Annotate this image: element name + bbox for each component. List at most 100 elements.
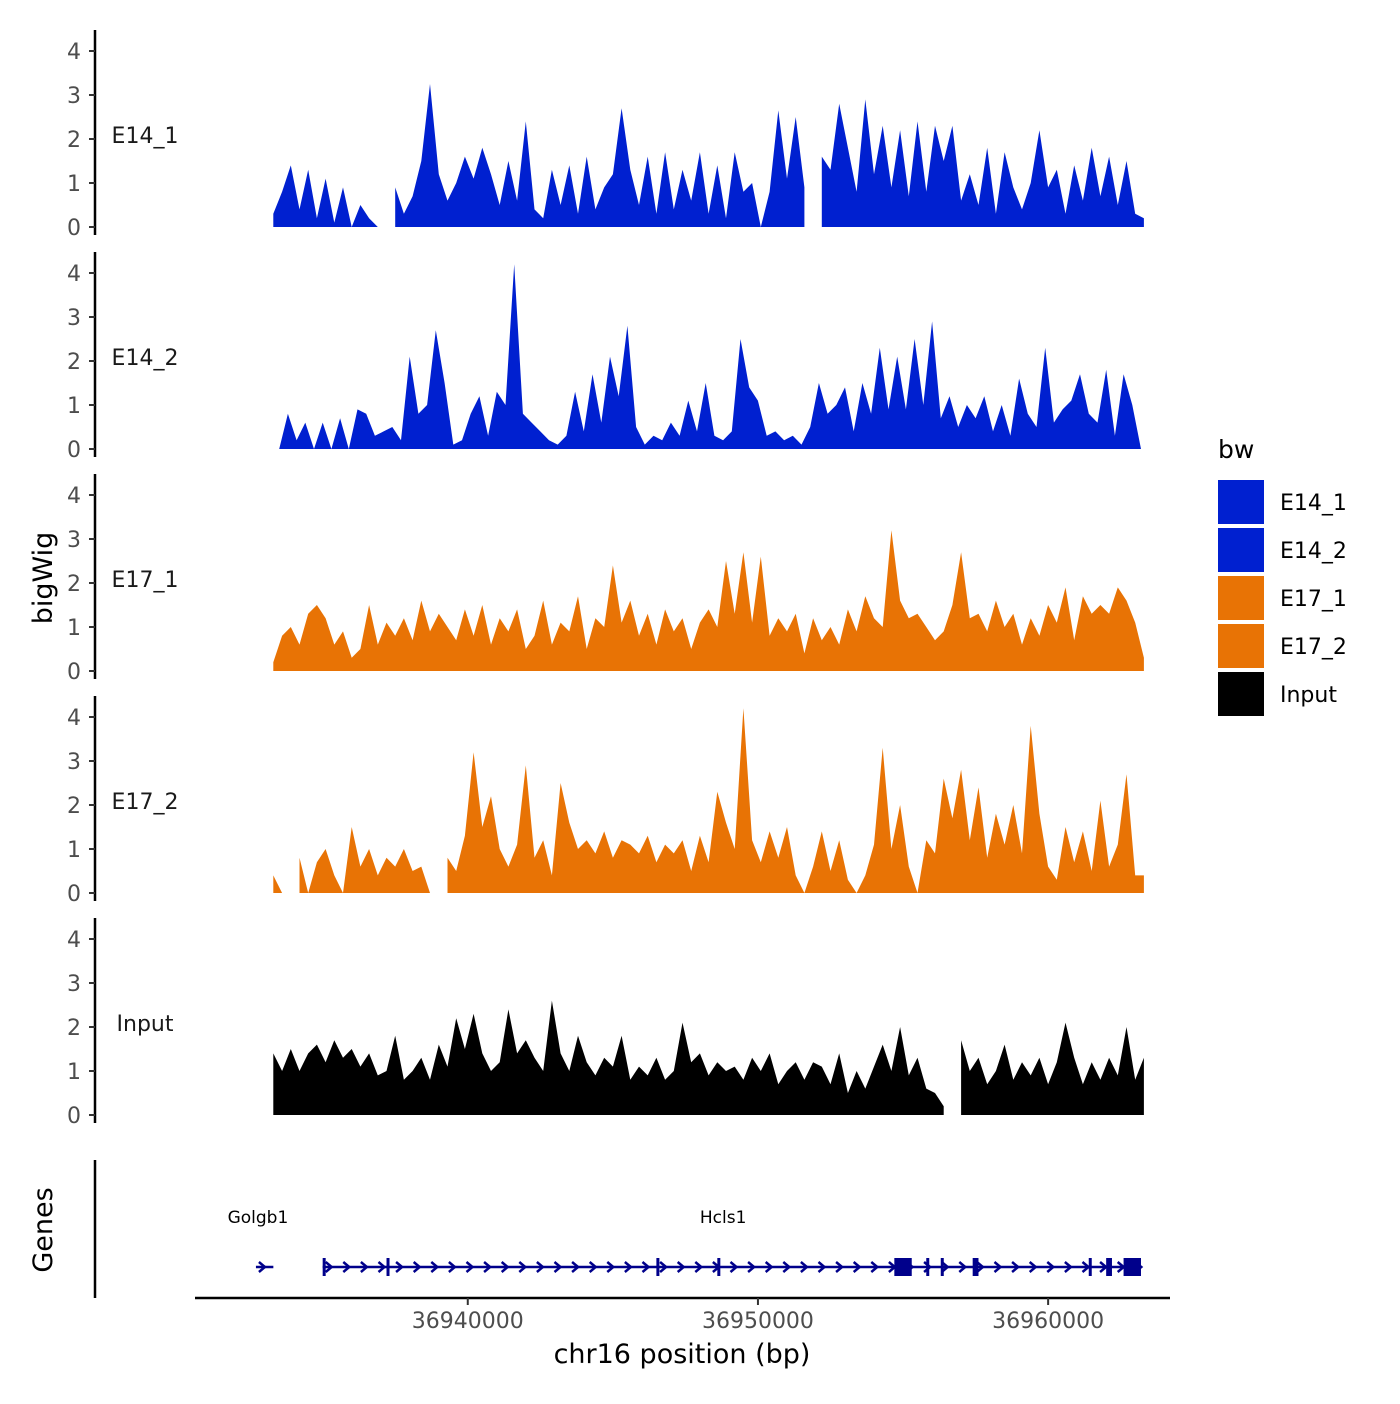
x-tick-label: 36960000 — [992, 1309, 1104, 1334]
strand-arrow-icon — [676, 1261, 686, 1273]
strand-arrow-icon — [624, 1261, 633, 1273]
coverage-area-E17_1 — [273, 530, 1144, 671]
strand-arrow-icon — [1011, 1261, 1021, 1273]
y-tick-label: 1 — [67, 838, 81, 863]
track-E14_1: 0 1 2 3 4 E14_1 — [67, 30, 1144, 241]
coverage-area-E17_2 — [299, 827, 430, 893]
y-tick-label: 2 — [67, 572, 81, 597]
y-tick-label: 1 — [67, 394, 81, 419]
strand-arrow-icon — [870, 1261, 880, 1273]
track-E14_2: 0 1 2 3 4 E14_2 — [67, 252, 1141, 463]
strand-arrow-icon — [993, 1261, 1003, 1273]
y-tick-label: 4 — [67, 928, 81, 953]
strand-arrow-icon — [659, 1261, 669, 1273]
y-tick-label: 4 — [67, 706, 81, 731]
strand-arrow-icon — [342, 1261, 352, 1273]
y-tick-label: 0 — [67, 1104, 81, 1129]
coverage-area-E14_2 — [279, 264, 1141, 449]
track-label-E17_1: E17_1 — [112, 568, 179, 593]
strand-arrow-icon — [588, 1261, 598, 1273]
strand-arrow-icon — [958, 1261, 968, 1273]
y-tick-label: 4 — [67, 262, 81, 287]
strand-arrow-icon — [571, 1261, 581, 1273]
strand-arrow-icon — [500, 1261, 510, 1273]
exon-block — [717, 1258, 721, 1276]
legend-label-E14_1: E14_1 — [1280, 491, 1347, 516]
strand-arrow-icon — [923, 1261, 933, 1273]
coverage-area-E17_2 — [273, 875, 283, 893]
strand-arrow-icon — [1064, 1261, 1073, 1273]
strand-arrow-icon — [641, 1261, 651, 1273]
strand-arrow-icon — [1099, 1261, 1109, 1273]
y-tick-label: 1 — [67, 616, 81, 641]
track-label-E14_1: E14_1 — [112, 124, 179, 149]
coverage-area-Input — [273, 1000, 944, 1115]
x-tick-label: 36940000 — [412, 1309, 524, 1334]
exon-block — [1123, 1258, 1141, 1276]
exon-block — [940, 1258, 944, 1276]
y-tick-label: 3 — [67, 528, 81, 553]
gene-Hcls1: Hcls1 — [322, 1208, 1144, 1276]
y-tick-label: 4 — [67, 40, 81, 65]
legend: bw E14_1 E14_2 E17_1 E17_2 Input — [1218, 435, 1347, 716]
y-tick-label: 3 — [67, 84, 81, 109]
y-tick-label: 0 — [67, 660, 81, 685]
genes-panel: Golgb1 Hcls1 — [93, 1160, 1144, 1298]
strand-arrow-icon — [729, 1261, 739, 1273]
y-tick-label: 2 — [67, 350, 81, 375]
strand-arrow-icon — [430, 1261, 440, 1273]
strand-arrow-icon — [360, 1261, 369, 1273]
legend-swatch-E17_1 — [1218, 576, 1264, 620]
track-label-E14_2: E14_2 — [112, 346, 179, 371]
coverage-area-E14_1 — [821, 99, 1144, 227]
strand-arrow-icon — [395, 1261, 405, 1273]
strand-arrow-icon — [324, 1261, 334, 1273]
gene-label-Hcls1: Hcls1 — [700, 1208, 747, 1228]
y-tick-label: 4 — [67, 484, 81, 509]
coverage-area-Input — [961, 1022, 1144, 1115]
exon-block — [386, 1258, 390, 1276]
legend-swatch-E14_2 — [1218, 528, 1264, 572]
exon-block — [1088, 1258, 1092, 1276]
strand-arrow-icon — [817, 1261, 827, 1273]
strand-arrow-icon — [412, 1261, 422, 1273]
strand-arrow-icon — [377, 1261, 387, 1273]
exon-block — [656, 1258, 660, 1276]
y-tick-label: 0 — [67, 438, 81, 463]
x-axis: 36940000 36950000 36960000 — [195, 1296, 1170, 1334]
y-tick-label: 2 — [67, 128, 81, 153]
exon-block — [894, 1258, 912, 1276]
strand-arrow-icon — [448, 1261, 457, 1273]
legend-title: bw — [1218, 435, 1254, 464]
y-tick-label: 1 — [67, 172, 81, 197]
x-axis-label: chr16 position (bp) — [554, 1339, 811, 1370]
strand-arrow-icon — [1028, 1261, 1038, 1273]
strand-arrow-icon — [800, 1261, 809, 1273]
legend-label-E17_2: E17_2 — [1280, 635, 1347, 660]
y-tick-label: 1 — [67, 1060, 81, 1085]
y-tick-label: 0 — [67, 216, 81, 241]
y-tick-label: 2 — [67, 794, 81, 819]
gene-label-Golgb1: Golgb1 — [228, 1208, 289, 1228]
track-label-Input: Input — [117, 1012, 174, 1037]
coverage-area-E14_1 — [273, 165, 378, 227]
strand-arrow-icon — [518, 1261, 528, 1273]
legend-label-E17_1: E17_1 — [1280, 587, 1347, 612]
strand-arrow-icon — [835, 1261, 845, 1273]
exon-block — [1106, 1258, 1112, 1276]
coverage-area-E17_2 — [447, 708, 1144, 893]
legend-swatch-E14_1 — [1218, 480, 1264, 524]
strand-arrow-icon — [465, 1261, 475, 1273]
strand-arrow-icon — [483, 1261, 493, 1273]
track-E17_2: 0 1 2 3 4 E17_2 — [67, 696, 1144, 907]
exon-block — [926, 1258, 930, 1276]
legend-swatch-Input — [1218, 672, 1264, 716]
strand-arrow-icon — [553, 1261, 563, 1273]
coverage-area-E14_1 — [395, 84, 805, 227]
exon-block — [322, 1258, 326, 1276]
track-E17_1: 0 1 2 3 4 E17_1 — [67, 474, 1144, 685]
strand-arrow-icon — [852, 1261, 862, 1273]
strand-arrow-icon — [764, 1261, 774, 1273]
y-tick-label: 3 — [67, 972, 81, 997]
